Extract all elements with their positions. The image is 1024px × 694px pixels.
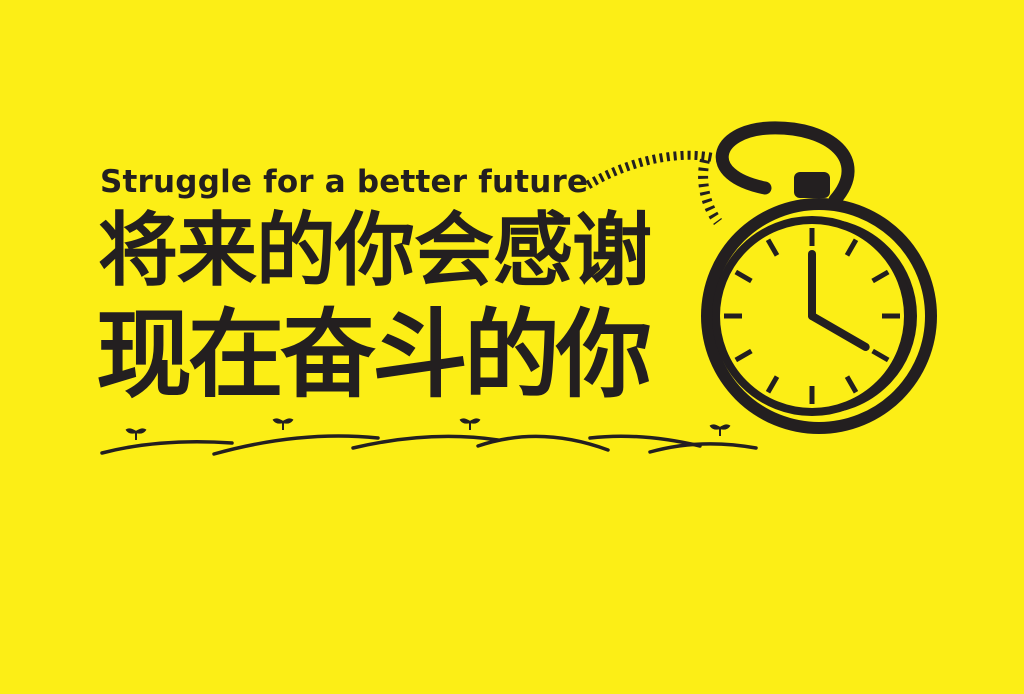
clock-tick — [844, 238, 859, 257]
clock-tick — [871, 348, 890, 363]
clock-tick — [871, 269, 890, 284]
sprout-icon — [125, 418, 731, 440]
clock-tick — [765, 238, 780, 257]
clock-tick — [765, 375, 780, 394]
clock-tick — [734, 269, 753, 284]
tagline-text: Struggle for a better future — [100, 164, 589, 200]
clock-tick — [844, 375, 859, 394]
clock-tick — [734, 348, 753, 363]
headline-line-2: 现在奋斗的你 — [96, 299, 652, 411]
hour-hand — [808, 312, 870, 351]
headline-line-1: 将来的你会感谢 — [98, 204, 652, 297]
